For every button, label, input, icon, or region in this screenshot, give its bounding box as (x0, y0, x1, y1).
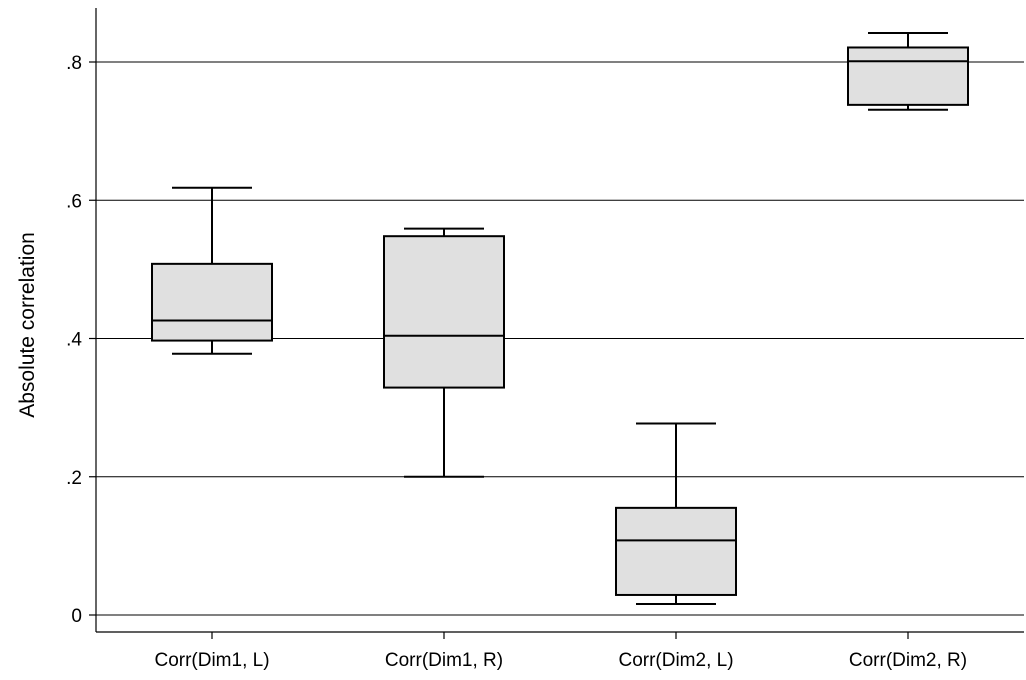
x-tick-label: Corr(Dim2, R) (849, 650, 967, 671)
y-tick-label: .4 (66, 330, 82, 351)
x-tick-label: Corr(Dim1, L) (154, 650, 269, 671)
box-group (847, 31, 969, 111)
y-tick-labels: 0 .2 .4 .6 .8 (66, 53, 96, 627)
box-group (383, 227, 505, 478)
box-group (151, 186, 273, 355)
y-tick-label: .6 (66, 191, 82, 212)
box-iqr (151, 262, 273, 342)
box-iqr (615, 506, 737, 596)
y-tick-label: .8 (66, 53, 82, 74)
x-tick-label: Corr(Dim2, L) (618, 650, 733, 671)
boxes (151, 31, 969, 605)
box-group (615, 422, 737, 605)
x-tick-label: Corr(Dim1, R) (385, 650, 503, 671)
axes (95, 8, 1024, 633)
y-axis-title: Absolute correlation (16, 232, 39, 418)
box-iqr (383, 235, 505, 389)
x-tick-labels: Corr(Dim1, L) Corr(Dim1, R) Corr(Dim2, L) C… (154, 632, 967, 671)
y-tick-label: 0 (71, 606, 82, 627)
y-tick-label: .2 (66, 468, 82, 489)
box-iqr (847, 46, 969, 106)
